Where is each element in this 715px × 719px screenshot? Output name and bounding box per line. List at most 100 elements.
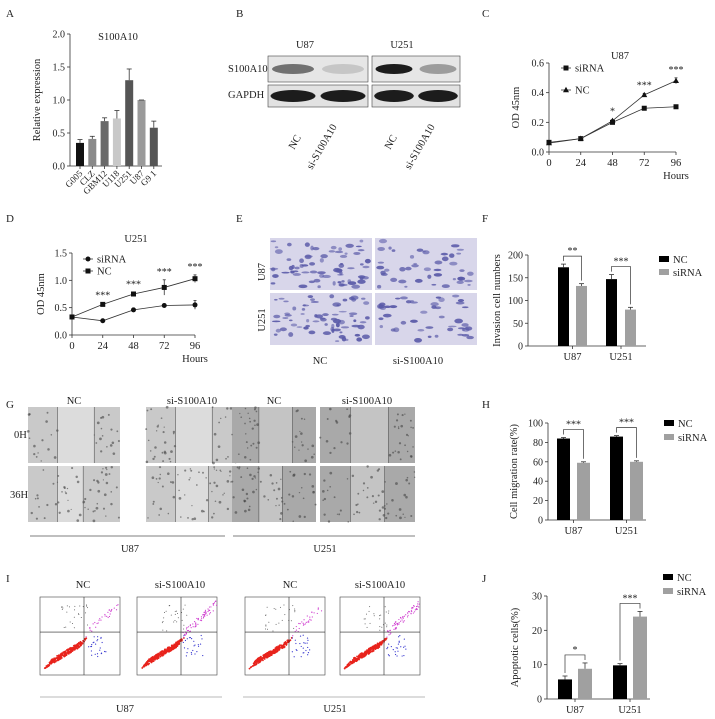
- live-cell-dot: [81, 642, 83, 645]
- necrotic-dot: [79, 605, 81, 607]
- cell-dot: [231, 433, 233, 436]
- necrotic-dot: [69, 621, 71, 623]
- y-tick-label: 30: [532, 592, 542, 603]
- x-tick-label: U87: [563, 352, 581, 363]
- cell-dot: [256, 423, 259, 426]
- x-tick-label: 48: [128, 341, 139, 352]
- cell-dot: [405, 433, 409, 436]
- early-apoptotic-dot: [97, 638, 99, 641]
- bar: [88, 138, 97, 166]
- cell-dot: [333, 496, 336, 499]
- cell-dot: [255, 488, 258, 491]
- stained-cell: [357, 249, 365, 252]
- cell-dot: [244, 509, 247, 513]
- cell-dot: [226, 507, 230, 511]
- necrotic-dot: [265, 614, 267, 616]
- wound-image: [145, 405, 238, 465]
- cell-dot: [335, 419, 338, 423]
- invasion-micrograph: [375, 238, 477, 290]
- late-apoptotic-dot: [402, 615, 404, 618]
- live-cell-dot: [66, 651, 69, 654]
- late-apoptotic-dot: [317, 608, 319, 610]
- early-apoptotic-dot: [309, 649, 311, 651]
- late-apoptotic-dot: [89, 627, 91, 629]
- cell-dot: [53, 456, 57, 459]
- y-tick-label: 100: [528, 419, 543, 430]
- micrograph-background: [270, 238, 372, 290]
- necrotic-dot: [268, 621, 270, 623]
- cell-dot: [152, 457, 155, 461]
- live-cell-dot: [289, 639, 292, 642]
- invasion-row-u251: U251: [257, 308, 268, 331]
- cell-dot: [267, 498, 270, 501]
- stained-cell: [441, 284, 450, 289]
- necrotic-dot: [368, 610, 370, 612]
- late-apoptotic-dot: [197, 618, 199, 620]
- cell-dot: [322, 490, 325, 493]
- live-cell-dot: [357, 658, 360, 661]
- band-s100a10: [375, 64, 413, 74]
- late-apoptotic-dot: [107, 616, 109, 619]
- early-apoptotic-dot: [390, 645, 392, 648]
- live-cell-dot: [349, 663, 351, 666]
- cell-dot: [102, 479, 104, 481]
- blot-row-gapdh: GAPDH: [228, 90, 265, 101]
- blot-cell-line-u251: U251: [390, 40, 413, 51]
- cell-dot: [397, 427, 400, 430]
- cell-dot: [308, 473, 312, 476]
- cell-dot: [96, 421, 100, 425]
- cell-dot: [395, 514, 398, 517]
- early-apoptotic-dot: [96, 640, 98, 642]
- stained-cell: [456, 280, 464, 285]
- cell-dot: [244, 456, 247, 459]
- late-apoptotic-dot: [394, 624, 396, 626]
- cell-dot: [404, 413, 406, 415]
- early-apoptotic-dot: [294, 639, 296, 641]
- late-apoptotic-dot: [395, 621, 397, 623]
- stained-cell: [310, 298, 315, 302]
- stained-cell: [278, 297, 285, 300]
- stained-cell: [273, 333, 278, 336]
- cell-dot: [401, 414, 404, 417]
- stained-cell: [300, 313, 305, 315]
- stained-cell: [274, 298, 278, 301]
- bar-nc: [610, 436, 623, 520]
- x-tick-label: 96: [671, 158, 682, 169]
- stained-cell: [361, 276, 369, 280]
- cell-dot: [184, 469, 187, 472]
- necrotic-dot: [85, 612, 87, 614]
- migration-images-labels: NC si-S100A10 NC si-S100A10 0H 36H U87 U…: [10, 396, 415, 555]
- cell-dot: [366, 487, 369, 489]
- cell-dot: [226, 407, 229, 410]
- cell-dot: [46, 503, 49, 507]
- stained-cell: [317, 285, 321, 289]
- blot-lane-3: NC: [383, 133, 400, 151]
- late-apoptotic-dot: [418, 606, 420, 608]
- live-cell-dot: [377, 643, 380, 645]
- early-apoptotic-dot: [201, 638, 203, 640]
- live-cell-dot: [281, 646, 284, 649]
- cell-dot: [273, 489, 276, 492]
- necrotic-dot: [387, 612, 389, 614]
- cell-dot: [405, 495, 408, 499]
- invasion-col-si: si-S100A10: [393, 356, 443, 367]
- late-apoptotic-dot: [398, 623, 400, 625]
- cell-dot: [247, 508, 251, 512]
- early-apoptotic-dot: [394, 651, 396, 653]
- early-apoptotic-dot: [392, 648, 394, 651]
- cell-dot: [387, 512, 390, 515]
- early-apoptotic-dot: [398, 640, 400, 642]
- stained-cell: [393, 327, 400, 333]
- live-cell-dot: [371, 648, 374, 650]
- late-apoptotic-dot: [190, 627, 192, 629]
- cell-dot: [160, 417, 163, 420]
- significance-bracket: [564, 654, 586, 673]
- cell-dot: [110, 428, 113, 431]
- chart-f-grouped-bar: 0 50 100 150 200 Invasion cell numbers U87 ** U2…: [492, 246, 703, 363]
- cell-dot: [65, 492, 68, 495]
- cell-dot: [298, 449, 300, 451]
- cell-dot: [101, 415, 105, 419]
- live-cell-dot: [64, 652, 67, 655]
- cell-dot: [301, 444, 304, 447]
- cell-dot: [238, 466, 241, 469]
